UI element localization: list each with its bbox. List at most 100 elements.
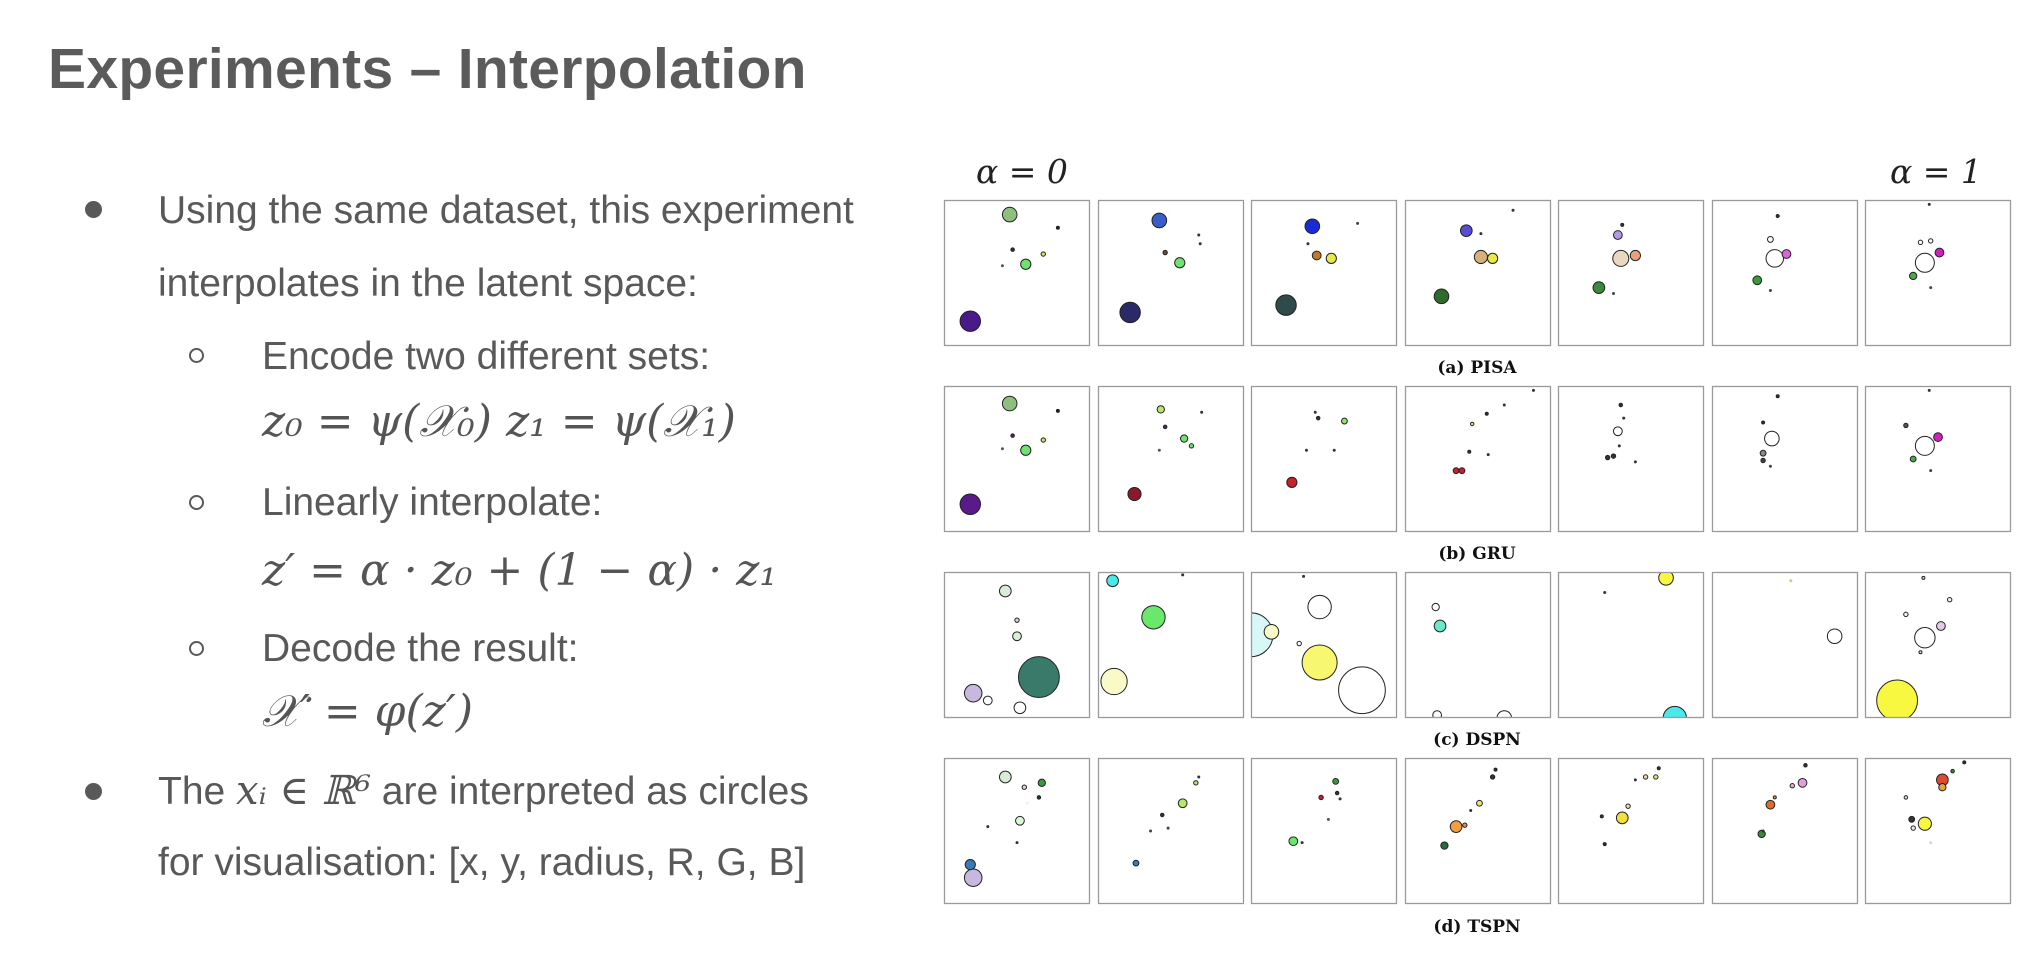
circle-r2-c6-6 (1918, 650, 1923, 655)
circle-r0-c4-1 (1592, 281, 1606, 294)
panel-r3-c5 (1757, 763, 1808, 839)
circle-r1-c2-1 (1341, 417, 1348, 425)
circle-r1-c0-4 (1040, 437, 1046, 443)
circle-r3-c2-5 (1338, 797, 1342, 801)
circle-r1-c1-0 (1156, 405, 1165, 414)
circle-r2-c2-1 (1307, 594, 1332, 620)
panel-r1-c6 (1903, 388, 1943, 473)
circle-r1-c1-5 (1200, 410, 1204, 414)
circle-r0-c1-2 (1174, 257, 1186, 269)
circle-r0-c6-2 (1909, 271, 1918, 281)
circle-r3-c6-5 (1962, 760, 1967, 765)
panel-border (1404, 385, 1552, 533)
circle-r3-c5-4 (1803, 763, 1808, 768)
circle-r3-c1-1 (1132, 859, 1140, 867)
circle-r0-c3-4 (1479, 232, 1483, 236)
circle-r1-c6-0 (1914, 435, 1935, 456)
circle-r2-c4-1 (1662, 705, 1687, 718)
circle-r2-c1-3 (1181, 573, 1185, 577)
circle-r0-c0-3 (1010, 247, 1015, 252)
circle-r0-c4-0 (1612, 230, 1623, 240)
circle-r2-c0-2 (1017, 656, 1060, 699)
circle-r1-c2-2 (1286, 476, 1298, 488)
panel-r2-c6 (1876, 575, 1953, 718)
circle-r1-c2-0 (1315, 415, 1321, 421)
circle-r1-c0-2 (1020, 444, 1032, 456)
circle-r0-c6-4 (1928, 238, 1934, 244)
circle-r3-c4-7 (1633, 778, 1637, 782)
circle-r1-c1-4 (1188, 443, 1195, 449)
circle-r1-c0-6 (1000, 447, 1004, 451)
caption-tspn: (d) TSPN (1433, 917, 1521, 937)
element-space-math: xᵢ ∈ ℝ⁶ (236, 768, 371, 814)
circle-r0-c2-4 (1306, 242, 1310, 246)
circle-r3-c4-6 (1656, 766, 1661, 771)
circle-r1-c3-2 (1458, 467, 1466, 475)
circle-r0-c4-5 (1611, 291, 1615, 295)
circle-r1-c4-2 (1604, 454, 1611, 461)
circle-r0-c4-4 (1620, 222, 1625, 227)
circle-r0-c3-0 (1459, 224, 1473, 238)
interpolation-formula: z′ = α · z₀ + (1 − α) · z₁ (262, 545, 778, 596)
circle-r3-c2-0 (1332, 777, 1340, 785)
panel-r2-c1 (1100, 573, 1185, 696)
bullet2-prefix: The (158, 770, 237, 813)
circle-r2-c6-2 (1936, 621, 1946, 631)
subbullet2-text: Linearly interpolate: (262, 481, 603, 524)
circle-r2-c2-6 (1302, 574, 1306, 578)
circle-r3-c5-0 (1765, 799, 1776, 810)
panel-border (1711, 199, 1859, 347)
panel-border (1404, 571, 1552, 719)
circle-r2-c5-1 (1789, 579, 1793, 583)
panel-r3-c1 (1132, 775, 1201, 867)
panel-r3-c3 (1440, 767, 1498, 850)
panel-r1-c5 (1759, 394, 1780, 468)
circle-r1-c3-3 (1467, 449, 1472, 454)
panel-border (1711, 757, 1859, 905)
panel-border (1250, 199, 1398, 347)
circle-r2-c2-5 (1296, 640, 1302, 647)
panel-r1-c1 (1127, 405, 1204, 502)
circle-r2-c6-1 (1914, 626, 1936, 649)
circle-r1-c1-1 (1127, 486, 1142, 502)
circle-r0-c3-1 (1433, 288, 1450, 305)
circle-r2-c0-4 (1014, 617, 1020, 623)
circle-r3-c4-0 (1615, 811, 1629, 825)
panel-r0-c4 (1592, 222, 1641, 295)
circle-r0-c6-3 (1917, 239, 1924, 246)
panel-border (1864, 199, 2012, 347)
circle-r1-c6-2 (1909, 455, 1917, 463)
circle-r2-c0-1 (963, 683, 983, 703)
panel-border (1097, 199, 1245, 347)
subbullet-circle (189, 641, 204, 656)
circle-r2-c2-2 (1301, 644, 1338, 681)
panel-r1-c3 (1452, 388, 1535, 475)
circle-r0-c1-1 (1119, 301, 1141, 324)
circle-r2-c1-2 (1100, 667, 1128, 696)
circle-r3-c1-3 (1193, 780, 1199, 786)
interpolation-figure: α = 0 α = 1 (a) PISA (b) GRU (c) DSPN (d… (940, 150, 2020, 950)
circle-r0-c5-4 (1775, 214, 1780, 219)
circle-r0-c1-3 (1162, 249, 1168, 256)
circle-r2-c3-3 (1496, 710, 1513, 718)
circle-r1-c3-4 (1502, 403, 1506, 407)
panel-r0-c3 (1433, 208, 1515, 305)
circle-r3-c4-5 (1653, 774, 1659, 780)
circle-r2-c6-3 (1946, 597, 1953, 603)
caption-gru: (b) GRU (1438, 544, 1516, 564)
circle-r0-c5-2 (1752, 275, 1763, 286)
circle-r0-c0-1 (959, 310, 982, 332)
circle-r0-c2-0 (1304, 218, 1321, 235)
circle-r1-c4-4 (1617, 444, 1621, 448)
panel-border (1557, 199, 1705, 347)
circle-r1-c5-0 (1764, 430, 1780, 447)
circle-r0-c2-3 (1311, 250, 1322, 261)
panel-border (1250, 385, 1398, 533)
bullet-list: Using the same dataset, this experiment … (0, 0, 920, 978)
circle-r1-c5-3 (1775, 394, 1780, 399)
circle-r3-c2-4 (1326, 817, 1330, 821)
circle-r0-c5-1 (1781, 249, 1792, 259)
circle-r1-c4-0 (1612, 426, 1623, 437)
circle-r3-c1-6 (1166, 826, 1170, 830)
circle-r2-c0-6 (982, 695, 993, 706)
